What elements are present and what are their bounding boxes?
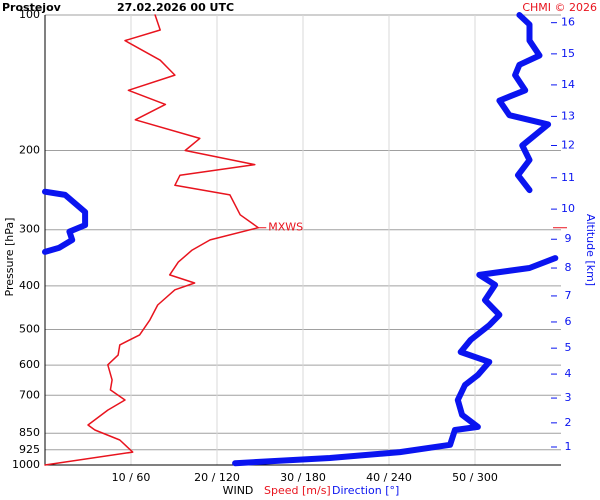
y-tick-label: 600 bbox=[19, 358, 40, 371]
speed-line bbox=[44, 14, 260, 466]
x-tick-label: 50 / 300 bbox=[452, 471, 498, 484]
altitude-tick-label: 8 bbox=[565, 261, 572, 274]
altitude-tick-label: 13 bbox=[561, 109, 575, 122]
x-tick-label: 20 / 120 bbox=[194, 471, 240, 484]
altitude-axis-title: Altitude [km] bbox=[584, 214, 597, 286]
y-axis-title: Pressure [hPa] bbox=[3, 218, 16, 297]
y-tick-label: 500 bbox=[19, 323, 40, 336]
x-tick-label: 40 / 240 bbox=[366, 471, 412, 484]
altitude-tick-label: 15 bbox=[561, 47, 575, 60]
altitude-tick-label: 16 bbox=[561, 16, 575, 29]
altitude-tick-label: 12 bbox=[561, 139, 575, 152]
altitude-tick-label: 10 bbox=[561, 202, 575, 215]
y-tick-label: 850 bbox=[19, 426, 40, 439]
altitude-tick-label: 7 bbox=[565, 289, 572, 302]
altitude-tick-label: 4 bbox=[565, 367, 572, 380]
y-tick-label: 925 bbox=[19, 443, 40, 456]
altitude-tick-label: 5 bbox=[565, 341, 572, 354]
station-name: Prostejov bbox=[2, 1, 62, 14]
direction-line bbox=[42, 12, 559, 467]
altitude-tick-label: 6 bbox=[565, 315, 572, 328]
chart-date: 27.02.2026 00 UTC bbox=[117, 1, 234, 14]
y-tick-label: 100 bbox=[19, 8, 40, 21]
x-tick-label: 30 / 180 bbox=[280, 471, 326, 484]
y-tick-label: 700 bbox=[19, 388, 40, 401]
x-axis-title: WIND bbox=[223, 484, 254, 497]
legend-speed: Speed [m/s] bbox=[264, 484, 331, 497]
altitude-tick-label: 3 bbox=[565, 391, 572, 404]
y-tick-label: 400 bbox=[19, 279, 40, 292]
altitude-tick-label: 9 bbox=[565, 232, 572, 245]
y-tick-label: 300 bbox=[19, 223, 40, 236]
x-tick-label: 10 / 60 bbox=[112, 471, 151, 484]
altitude-tick-label: 11 bbox=[561, 171, 575, 184]
y-tick-label: 1000 bbox=[12, 458, 40, 471]
altitude-tick-label: 2 bbox=[565, 416, 572, 429]
annotation: MXWS bbox=[268, 221, 303, 234]
legend-direction: Direction [°] bbox=[332, 484, 399, 497]
altitude-tick-label: 14 bbox=[561, 78, 575, 91]
credit: CHMI © 2026 bbox=[522, 1, 597, 14]
altitude-tick-label: 1 bbox=[565, 440, 572, 453]
y-tick-label: 200 bbox=[19, 143, 40, 156]
